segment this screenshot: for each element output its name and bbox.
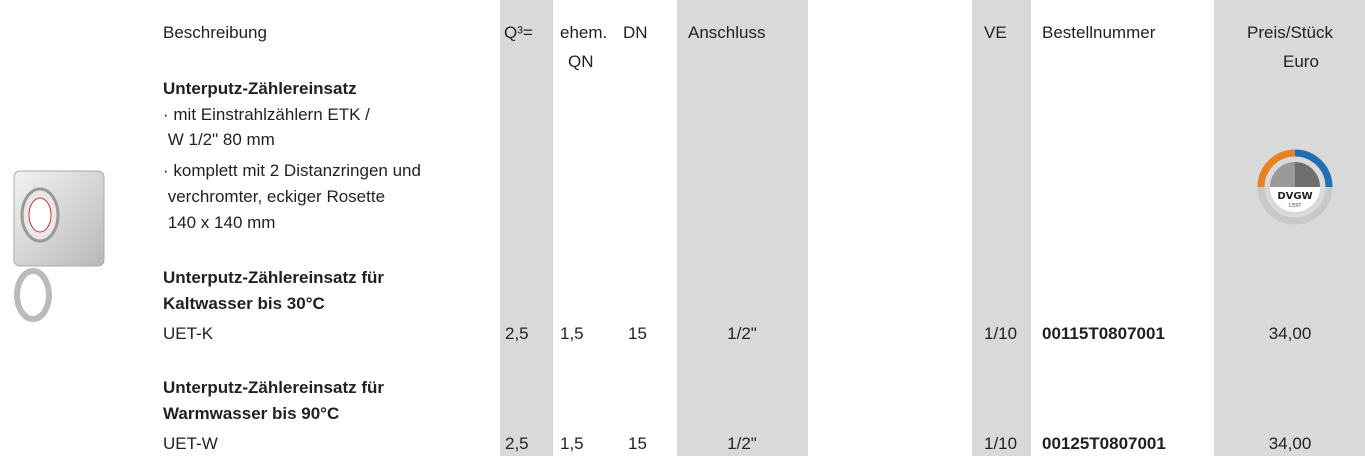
product-image (13, 170, 105, 322)
row-name: Unterputz-Zählereinsatz für (163, 378, 385, 397)
badge: DVGW CERT (1257, 149, 1333, 225)
row-name: Unterputz-Zählereinsatz für (163, 268, 385, 287)
row-name: Kaltwasser bis 30°C (163, 294, 325, 313)
header: Beschreibung (163, 23, 267, 42)
cell: 1,5 (560, 434, 584, 453)
badge-sublabel: CERT (1289, 203, 1303, 209)
cell: 1/2" (727, 324, 757, 343)
price: 34,00 (1268, 324, 1312, 343)
product-line: verchromter, eckiger Rosette (163, 187, 386, 206)
cell: 1,5 (560, 324, 584, 343)
header: Q³= (504, 23, 533, 42)
column-bg (677, 0, 808, 456)
cell: 1/10 (984, 324, 1018, 343)
header: ehem. (560, 23, 608, 42)
order-number: 00115T0807001 (1042, 324, 1165, 343)
header: Euro (1283, 52, 1319, 71)
order-number: 00125T0807001 (1042, 434, 1166, 453)
cell: 1/2" (727, 434, 757, 453)
product-line: · komplett mit 2 Distanzringen und (163, 161, 421, 180)
price: 34,00 (1268, 434, 1312, 453)
product-line: · mit Einstrahlzählern ETK / (163, 105, 370, 124)
column-bg (500, 0, 553, 456)
product-line: W 1/2" 80 mm (163, 130, 275, 149)
header: QN (568, 52, 594, 71)
cell: 15 (628, 324, 647, 343)
row-code: UET-W (163, 434, 218, 453)
cell: 2,5 (505, 324, 529, 343)
header: VE (984, 23, 1007, 42)
row-name: Warmwasser bis 90°C (163, 404, 340, 423)
column-bg (1214, 0, 1365, 456)
header: DN (623, 23, 648, 42)
row-code: UET-K (163, 324, 214, 343)
product-title: Unterputz-Zählereinsatz (163, 79, 357, 98)
header: Anschluss (688, 23, 766, 42)
product-line: 140 x 140 mm (163, 213, 276, 232)
badge-label: DVGW (1277, 191, 1312, 202)
header: Bestellnummer (1042, 23, 1156, 42)
cell: 1/10 (984, 434, 1018, 453)
cell: 15 (628, 434, 647, 453)
column-bg (972, 0, 1031, 456)
header: Preis/Stück (1247, 23, 1333, 42)
cell: 2,5 (505, 434, 529, 453)
